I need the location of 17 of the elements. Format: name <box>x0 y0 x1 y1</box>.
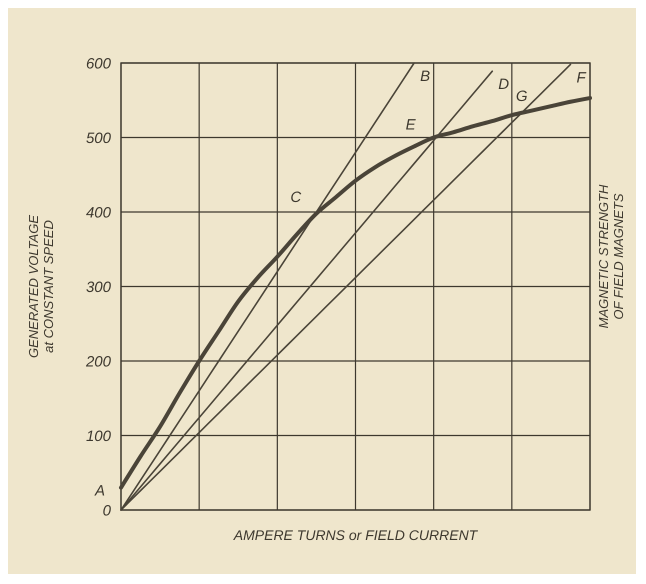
y-tick-label: 100 <box>86 428 112 445</box>
text: A <box>94 482 106 500</box>
annotation: E <box>406 116 417 134</box>
y-tick-label: 200 <box>84 353 112 370</box>
y2-axis-title: MAGNETIC STRENGTH OF FIELD MAGNETS <box>596 184 626 328</box>
series-label: D <box>498 76 510 94</box>
x-axis-title: AMPERE TURNS or FIELD CURRENT <box>232 527 479 543</box>
y-tick-label: 400 <box>86 204 112 222</box>
y-tick-label: 300 <box>86 278 112 296</box>
y-tick-label: 0 <box>102 502 112 520</box>
series-label: F <box>576 69 586 86</box>
y-tick-label: 600 <box>86 55 112 72</box>
series-label: B <box>420 68 430 85</box>
y-axis-title: GENERATED VOLTAGE at CONSTANT SPEED <box>26 214 56 358</box>
y-tick-label: 500 <box>86 130 112 147</box>
annotation: G <box>516 88 528 106</box>
annotation: C <box>290 189 302 206</box>
